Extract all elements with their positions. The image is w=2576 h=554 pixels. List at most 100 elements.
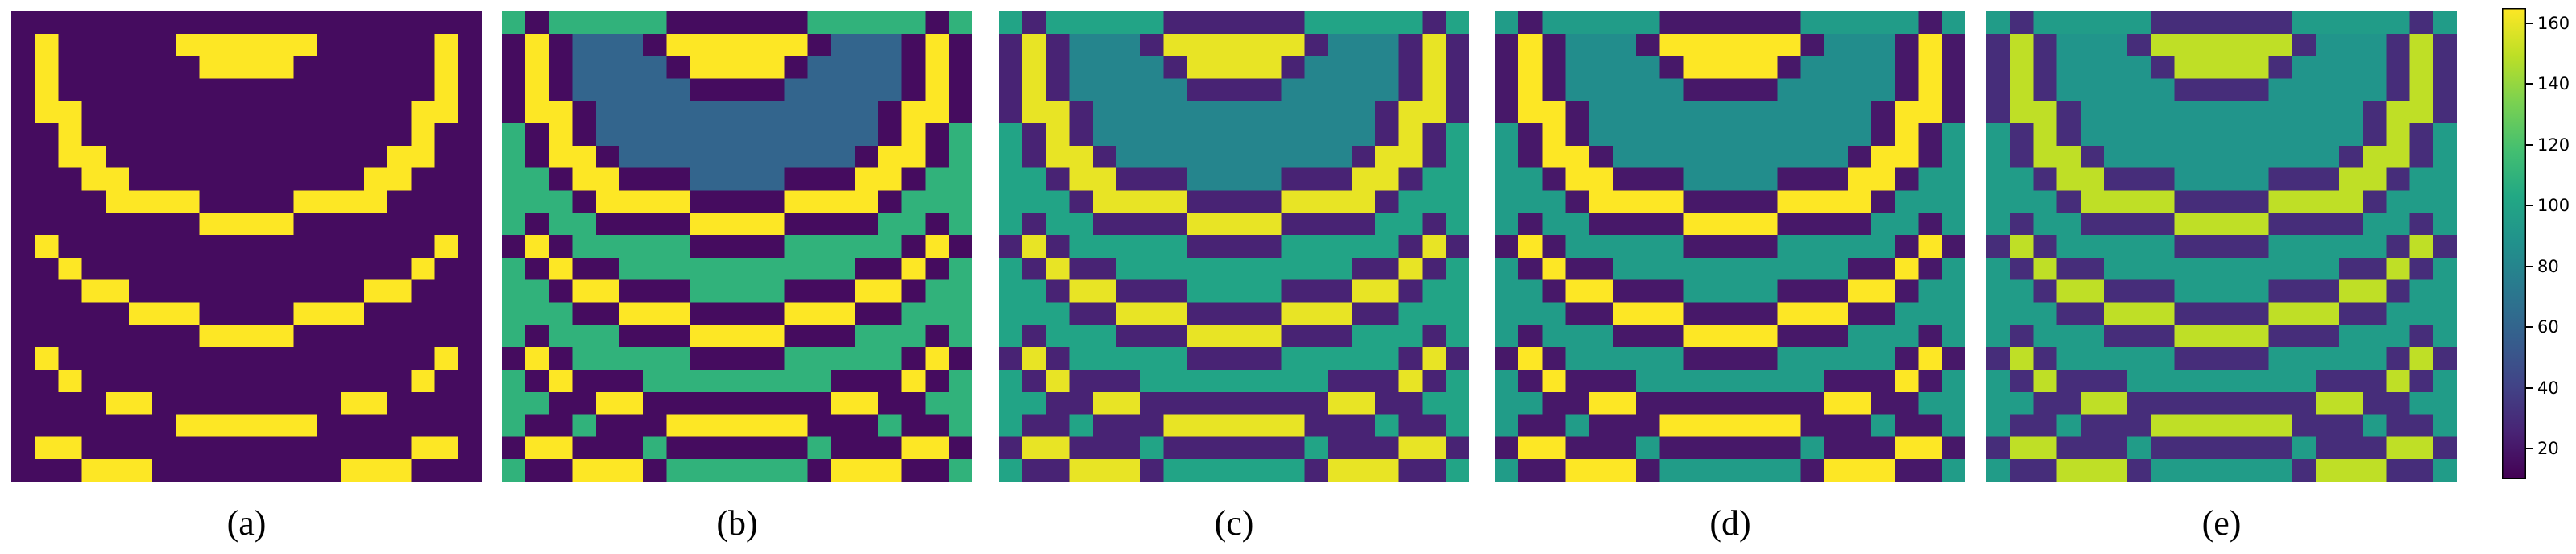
heatmap-cell	[340, 369, 365, 393]
heatmap-cell	[666, 213, 691, 236]
heatmap-cell	[1706, 279, 1731, 304]
heatmap-cell	[572, 235, 597, 258]
heatmap-cell	[1352, 167, 1376, 192]
heatmap-cell	[1422, 459, 1447, 482]
heatmap-cell	[855, 213, 879, 236]
heatmap-cell	[502, 279, 526, 304]
heatmap-cell	[1022, 302, 1046, 325]
heatmap-cell	[999, 414, 1023, 437]
heatmap-cell	[1022, 235, 1046, 258]
heatmap-cell	[1445, 302, 1469, 325]
heatmap-cell	[1730, 167, 1754, 192]
heatmap-cell	[2197, 325, 2222, 348]
heatmap-cell	[129, 167, 153, 192]
heatmap-cell	[549, 302, 574, 325]
heatmap-cell	[1234, 11, 1258, 35]
heatmap-cell	[1777, 78, 1802, 101]
heatmap-cell	[643, 145, 667, 169]
heatmap-cell	[340, 235, 365, 258]
heatmap-cell	[1069, 414, 1094, 437]
heatmap-svg	[1495, 11, 1965, 482]
heatmap-cell	[1636, 56, 1660, 80]
heatmap-cell	[1848, 33, 1872, 57]
heatmap-cell	[901, 235, 926, 258]
heatmap-cell	[2104, 302, 2128, 325]
heatmap-cell	[1187, 11, 1211, 35]
heatmap-cell	[525, 436, 549, 460]
heatmap-cell	[1140, 302, 1164, 325]
heatmap-cell	[293, 213, 318, 236]
heatmap-cell	[807, 56, 832, 80]
heatmap-cell	[2315, 436, 2340, 460]
heatmap-cell	[1918, 369, 1943, 393]
heatmap-cell	[2315, 167, 2340, 192]
heatmap-cell	[619, 56, 644, 80]
heatmap-cell	[1683, 459, 1708, 482]
heatmap-cell	[11, 302, 35, 325]
heatmap-cell	[784, 213, 809, 236]
heatmap-cell	[525, 145, 549, 169]
heatmap-cell	[830, 436, 855, 460]
heatmap-cell	[434, 167, 459, 192]
heatmap-cell	[666, 369, 691, 393]
heatmap-cell	[364, 123, 388, 147]
heatmap-cell	[2433, 101, 2457, 124]
heatmap-cell	[643, 56, 667, 80]
heatmap-cell	[222, 414, 247, 437]
heatmap-cell	[1327, 11, 1352, 35]
heatmap-cell	[572, 56, 597, 80]
heatmap-cell	[572, 145, 597, 169]
heatmap-cell	[1706, 190, 1731, 213]
heatmap-cell	[1895, 325, 1920, 348]
heatmap-cell	[1422, 33, 1447, 57]
heatmap-cell	[340, 33, 365, 57]
heatmap-cell	[1824, 279, 1849, 304]
heatmap-cell	[1422, 101, 1447, 124]
heatmap-cell	[35, 56, 59, 80]
heatmap-cell	[643, 436, 667, 460]
heatmap-cell	[855, 347, 879, 370]
heatmap-cell	[1941, 123, 1965, 147]
heatmap-cell	[2315, 123, 2340, 147]
heatmap-cell	[129, 123, 153, 147]
heatmap-cell	[387, 279, 412, 304]
heatmap-cell	[2010, 235, 2034, 258]
heatmap-cell	[1422, 414, 1447, 437]
heatmap-cell	[1848, 414, 1872, 437]
heatmap-cell	[199, 414, 224, 437]
heatmap-cell	[1941, 11, 1965, 35]
heatmap-cell	[1683, 347, 1708, 370]
heatmap-cell	[2080, 101, 2105, 124]
heatmap-cell	[11, 436, 35, 460]
heatmap-cell	[1352, 101, 1376, 124]
heatmap-cell	[199, 101, 224, 124]
heatmap-cell	[152, 325, 176, 348]
heatmap-cell	[901, 33, 926, 57]
heatmap-cell	[619, 145, 644, 169]
heatmap-cell	[1706, 347, 1731, 370]
heatmap-cell	[2174, 33, 2199, 57]
heatmap-cell	[2056, 369, 2081, 393]
heatmap-cell	[2151, 56, 2176, 80]
heatmap-cell	[2127, 257, 2151, 281]
heatmap-cell	[1588, 190, 1613, 213]
heatmap-cell	[1848, 325, 1872, 348]
heatmap-cell	[2174, 78, 2199, 101]
heatmap-cell	[1565, 436, 1590, 460]
heatmap-cell	[878, 391, 902, 416]
heatmap-cell	[690, 459, 714, 482]
heatmap-cell	[2386, 347, 2411, 370]
heatmap-cell	[549, 101, 574, 124]
colorbar-tick-label: 160	[2537, 13, 2570, 33]
heatmap-cell	[1659, 123, 1684, 147]
heatmap-cell	[2245, 11, 2269, 35]
heatmap-cell	[2292, 414, 2317, 437]
heatmap-cell	[387, 436, 412, 460]
heatmap-cell	[270, 257, 294, 281]
heatmap-cell	[1659, 436, 1684, 460]
heatmap-cell	[1565, 11, 1590, 35]
heatmap-cell	[1542, 325, 1567, 348]
heatmap-cell	[1800, 167, 1825, 192]
heatmap-cell	[176, 436, 201, 460]
heatmap-cell	[1800, 302, 1825, 325]
